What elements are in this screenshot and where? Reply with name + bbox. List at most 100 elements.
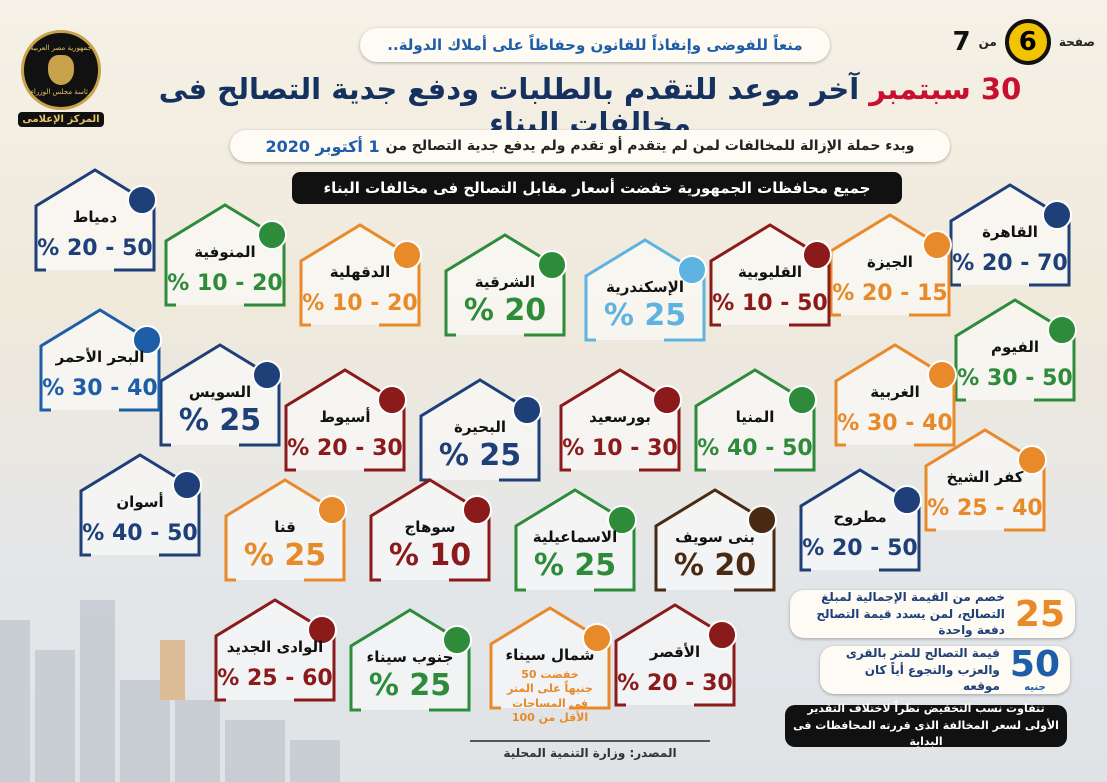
house: سوهاج % 10 xyxy=(369,478,492,582)
note-unit: جنيه xyxy=(1024,682,1046,693)
house-icon xyxy=(787,385,817,415)
house-outline xyxy=(39,308,161,412)
logo: جمهورية مصر العربية رئاسة مجلس الوزراء ا… xyxy=(18,30,104,140)
house: البحيرة % 25 xyxy=(419,378,542,482)
background-buildings xyxy=(0,600,340,782)
governorate-discount: % 25 xyxy=(179,403,261,438)
governorate-discount: % 20 - 70 xyxy=(952,251,1067,276)
logo-seal: جمهورية مصر العربية رئاسة مجلس الوزراء xyxy=(21,30,101,110)
house-outline xyxy=(489,606,611,710)
house-icon xyxy=(172,470,202,500)
house-outline xyxy=(34,168,156,272)
house-outline xyxy=(79,453,201,557)
house-outline xyxy=(709,223,831,327)
house-outline xyxy=(299,223,421,327)
house-outline xyxy=(419,378,541,482)
house-outline xyxy=(284,368,406,472)
house: المنوفية % 10 - 20 xyxy=(164,203,287,307)
governorate-discount: % 20 - 50 xyxy=(37,236,152,261)
house-icon xyxy=(257,220,287,250)
governorate-discount: % 25 xyxy=(534,548,616,583)
house: كفر الشيخ % 25 - 40 xyxy=(924,428,1047,532)
subtitle-date: 1 أكتوبر 2020 xyxy=(265,136,380,156)
governorate-name: الاسماعيلية xyxy=(533,528,617,546)
banner: جميع محافظات الجمهورية خفضت أسعار مقابل … xyxy=(292,172,902,204)
house-icon xyxy=(1042,200,1072,230)
governorate-discount: % 25 xyxy=(369,668,451,703)
house-icon xyxy=(307,615,337,645)
governorate-discount: % 10 - 50 xyxy=(712,291,827,316)
governorate-name: أسوان xyxy=(116,492,163,511)
governorate-discount: % 30 - 40 xyxy=(42,376,157,401)
governorate-name: السويس xyxy=(189,383,251,401)
governorate-discount: % 30 - 50 xyxy=(957,366,1072,391)
governorate-name: الفيوم xyxy=(991,338,1039,356)
governorate-name: الأقصر xyxy=(649,643,700,661)
governorate-name: جنوب سيناء xyxy=(367,648,454,666)
house: الفيوم % 30 - 50 xyxy=(954,298,1077,402)
house-outline xyxy=(829,213,951,317)
pager: صفحة 6 من 7 xyxy=(945,18,1095,66)
house: بنى سويف % 20 xyxy=(654,488,777,592)
subtitle: وبدء حملة الإزالة للمخالفات لمن لم يتقدم… xyxy=(230,130,950,162)
governorate-name: مطروح xyxy=(833,508,886,526)
governorate-name: القاهرة xyxy=(982,223,1038,241)
house-icon xyxy=(922,230,952,260)
house-icon xyxy=(927,360,957,390)
house-outline xyxy=(164,203,286,307)
logo-center: المركز الإعلامى xyxy=(18,112,104,127)
governorate-discount: % 25 - 40 xyxy=(927,496,1042,521)
house-icon xyxy=(132,325,162,355)
governorate-discount: % 20 xyxy=(674,548,756,583)
governorate-discount: % 40 - 50 xyxy=(697,436,812,461)
house-outline xyxy=(444,233,566,337)
house: بورسعيد % 10 - 30 xyxy=(559,368,682,472)
house: أسوان % 40 - 50 xyxy=(79,453,202,557)
logo-eagle xyxy=(48,55,74,85)
governorate-name: الوادى الجديد xyxy=(227,638,324,656)
house-outline xyxy=(349,608,471,712)
house: القليوبية % 10 - 50 xyxy=(709,223,832,327)
house-outline xyxy=(924,428,1046,532)
house-icon xyxy=(1017,445,1047,475)
source: المصدر: وزارة التنمية المحلية xyxy=(470,740,710,760)
governorate-name: دمياط xyxy=(73,208,118,226)
house-icon xyxy=(252,360,282,390)
governorate-name: أسيوط xyxy=(320,407,371,426)
governorate-name: بورسعيد xyxy=(589,408,651,426)
note-disclaimer: تتفاوت نسب التخفيض نظراً لاختلاف التقدير… xyxy=(785,702,1067,748)
house-icon xyxy=(392,240,422,270)
governorate-name: المنوفية xyxy=(194,243,255,261)
house: أسيوط % 20 - 30 xyxy=(284,368,407,472)
governorate-discount: % 25 - 60 xyxy=(217,666,332,691)
title-highlight: 30 سبتمبر xyxy=(869,72,1022,106)
governorate-discount: % 10 xyxy=(389,538,471,573)
house: السويس % 25 xyxy=(159,343,282,447)
house-outline xyxy=(654,488,776,592)
subtitle-text: وبدء حملة الإزالة للمخالفات لمن لم يتقدم… xyxy=(385,138,915,154)
house-icon xyxy=(802,240,832,270)
house-icon xyxy=(512,395,542,425)
house-outline xyxy=(834,343,956,447)
house-outline xyxy=(369,478,491,582)
house-outline xyxy=(514,488,636,592)
house-outline xyxy=(559,368,681,472)
governorate-discount: % 10 - 20 xyxy=(167,271,282,296)
governorate-name: بنى سويف xyxy=(675,528,755,546)
house-icon xyxy=(892,485,922,515)
house-outline xyxy=(159,343,281,447)
house: الأقصر % 20 - 30 xyxy=(614,603,737,707)
note-villages: 50 جنيه قيمة التصالح للمتر بالقرى والعزب… xyxy=(820,646,1070,694)
governorate-discount: % 10 - 20 xyxy=(302,291,417,316)
house-outline xyxy=(584,238,706,342)
governorate-name: كفر الشيخ xyxy=(946,468,1023,486)
house: الجيزة % 20 - 15 xyxy=(829,213,952,317)
house: مطروح % 20 - 50 xyxy=(799,468,922,572)
house: الوادى الجديد % 25 - 60 xyxy=(214,598,337,702)
house-outline xyxy=(949,183,1071,287)
house-icon xyxy=(377,385,407,415)
governorate-name: البحر الأحمر xyxy=(55,348,145,366)
house-icon xyxy=(607,505,637,535)
house: دمياط % 20 - 50 xyxy=(34,168,157,272)
